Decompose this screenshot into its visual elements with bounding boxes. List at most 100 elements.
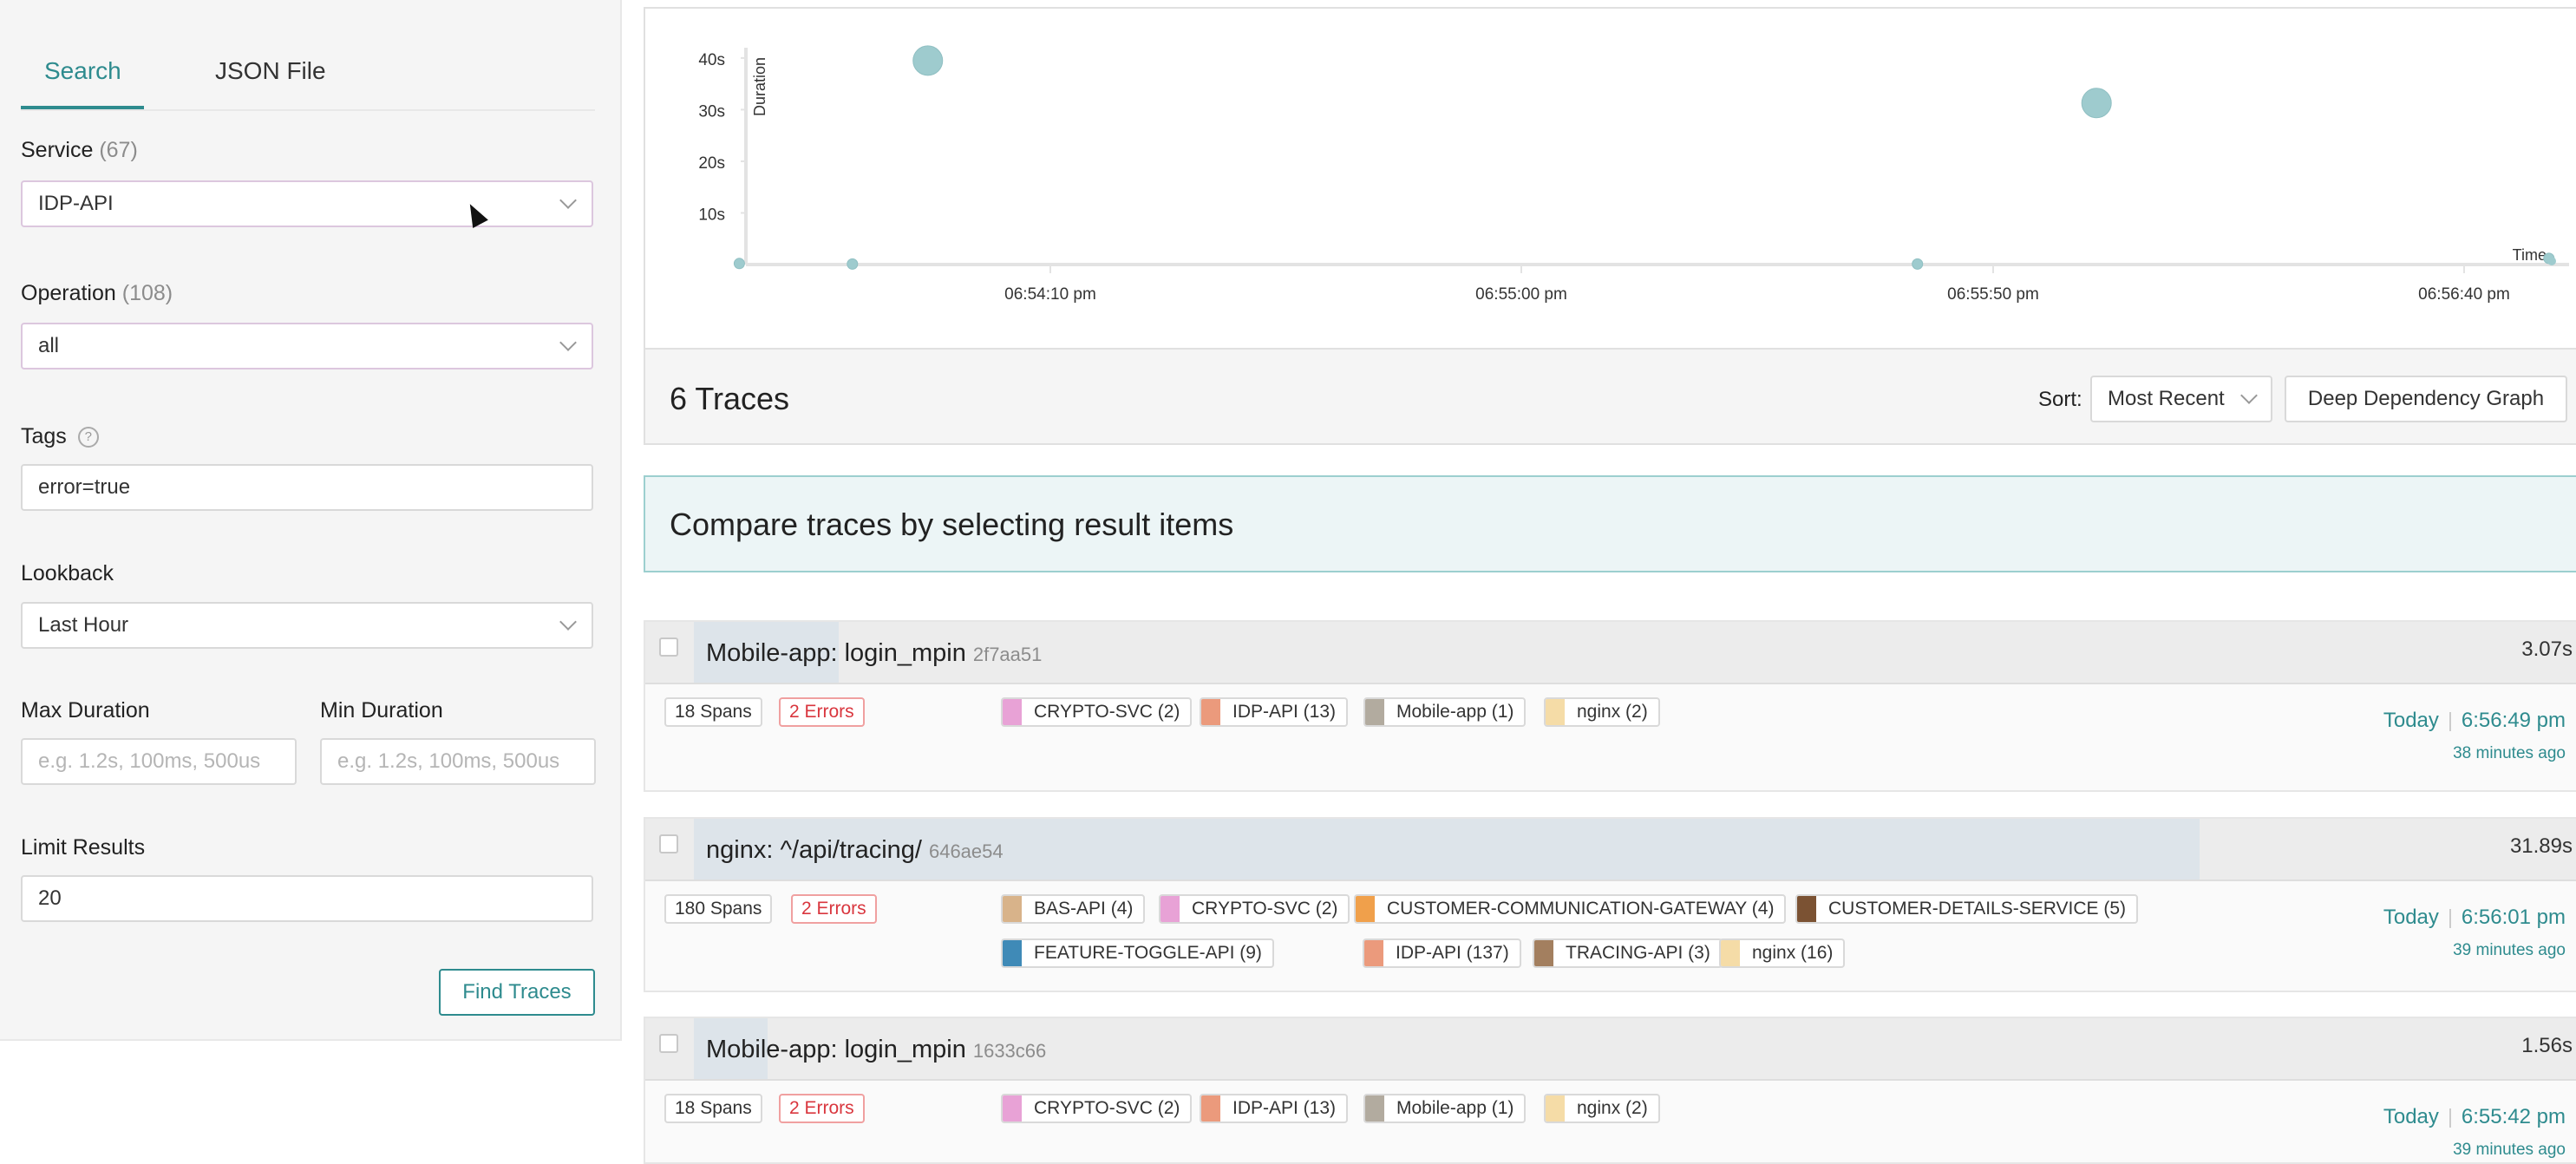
service-select[interactable]: IDP-API (21, 180, 593, 227)
compare-banner-text: Compare traces by selecting result items (670, 507, 1234, 542)
sort-label: Sort: (2038, 388, 2082, 411)
lookback-select[interactable]: Last Hour (21, 602, 593, 649)
trace-card-header[interactable]: Mobile-app: login_mpin 2f7aa51 3.07s (645, 622, 2576, 684)
find-traces-button[interactable]: Find Traces (439, 969, 595, 1016)
service-color-swatch (1003, 699, 1022, 725)
lookback-value: Last Hour (38, 613, 129, 637)
service-tag: Mobile-app (1) (1363, 1094, 1527, 1123)
service-color-swatch (1356, 896, 1375, 922)
max-duration-input[interactable]: e.g. 1.2s, 100ms, 500us (21, 738, 297, 785)
error-count-badge: 2 Errors (791, 894, 877, 924)
service-tag: CRYPTO-SVC (2) (1159, 894, 1350, 924)
service-color-swatch (1003, 1095, 1022, 1121)
trace-card[interactable]: Mobile-app: login_mpin 2f7aa51 3.07s 18 Spa… (644, 620, 2576, 792)
service-color-swatch (1546, 699, 1565, 725)
min-duration-input[interactable]: e.g. 1.2s, 100ms, 500us (320, 738, 596, 785)
service-color-swatch (1364, 940, 1383, 966)
max-duration-label: Max Duration (21, 698, 150, 723)
trace-relative-time: 38 minutes ago (2453, 744, 2566, 762)
sort-select[interactable]: Most Recent (2090, 376, 2272, 422)
service-color-swatch (1721, 940, 1740, 966)
compare-checkbox[interactable] (659, 1034, 678, 1053)
operation-select[interactable]: all (21, 323, 593, 369)
trace-id: 646ae54 (928, 840, 1004, 862)
service-tag: CUSTOMER-COMMUNICATION-GATEWAY (4) (1354, 894, 1787, 924)
trace-point (912, 45, 944, 76)
trace-point (847, 258, 859, 270)
trace-card[interactable]: nginx: ^/api/tracing/646ae54 31.89s 180 Sp… (644, 817, 2576, 992)
service-tag-label: CRYPTO-SVC (2) (1034, 702, 1180, 722)
service-tag-label: nginx (16) (1752, 943, 1834, 963)
error-count-badge: 2 Errors (779, 697, 865, 727)
trace-id: 1633c66 (972, 1040, 1047, 1062)
trace-time: 6:56:49 pm (2461, 709, 2566, 732)
chevron-down-icon (559, 192, 577, 209)
operation-label: Operation (108) (21, 281, 173, 306)
service-tag: nginx (16) (1719, 938, 1846, 968)
help-icon[interactable]: ? (77, 427, 99, 448)
y-tick-label: 40s (698, 51, 725, 69)
operation-value: all (38, 334, 60, 357)
deep-dependency-graph-button[interactable]: Deep Dependency Graph (2285, 376, 2567, 422)
service-tag-label: IDP-API (13) (1232, 702, 1337, 722)
trace-duration: 31.89s (2509, 834, 2573, 858)
trace-title[interactable]: nginx: ^/api/tracing/646ae54 (706, 836, 1004, 865)
tags-label: Tags ? (21, 424, 99, 449)
span-count-badge: 18 Spans (664, 697, 762, 727)
trace-name: Mobile-app: login_mpin (706, 639, 966, 667)
service-tag: IDP-API (13) (1200, 1094, 1349, 1123)
x-tick-label: 06:56:40 pm (2418, 285, 2510, 304)
trace-point (733, 258, 745, 270)
x-axis-title: Time (2513, 246, 2547, 264)
limit-results-input[interactable]: 20 (21, 875, 593, 922)
compare-checkbox[interactable] (659, 638, 678, 657)
trace-scatter-plot[interactable]: 40s 30s 20s 10s 06:54:10 pm 06:55:00 pm 06:55:… (644, 7, 2576, 350)
trace-card-header[interactable]: Mobile-app: login_mpin 1633c66 1.56s (645, 1018, 2576, 1081)
trace-card[interactable]: Mobile-app: login_mpin 1633c66 1.56s 18 Spa… (644, 1017, 2576, 1164)
service-tag-label: Mobile-app (1) (1396, 702, 1514, 722)
scatter-svg: 40s 30s 20s 10s 06:54:10 pm 06:55:00 pm 06:55:… (698, 45, 2569, 304)
service-tag: nginx (2) (1544, 1094, 1660, 1123)
error-count-badge: 2 Errors (779, 1094, 865, 1123)
trace-card-header[interactable]: nginx: ^/api/tracing/646ae54 31.89s (645, 819, 2576, 881)
results-area: 40s 30s 20s 10s 06:54:10 pm 06:55:00 pm 06:55:… (644, 0, 2576, 1164)
trace-start-time: Today 6:56:01 pm (2383, 906, 2566, 930)
chevron-down-icon (559, 334, 577, 351)
service-tag-label: nginx (2) (1577, 1098, 1648, 1118)
operation-label-text: Operation (21, 281, 116, 305)
service-tag: IDP-API (137) (1363, 938, 1521, 968)
service-tag-label: nginx (2) (1577, 702, 1648, 722)
trace-name: Mobile-app: login_mpin (706, 1036, 966, 1063)
service-tag: FEATURE-TOGGLE-API (9) (1001, 938, 1274, 968)
x-tick-label: 06:55:00 pm (1475, 285, 1567, 304)
service-tag: nginx (2) (1544, 697, 1660, 727)
span-count-badge: 18 Spans (664, 1094, 762, 1123)
trace-title[interactable]: Mobile-app: login_mpin 2f7aa51 (706, 639, 1042, 668)
trace-day: Today (2383, 1105, 2439, 1128)
compare-checkbox[interactable] (659, 834, 678, 853)
chevron-down-icon (2240, 387, 2258, 404)
trace-time: 6:56:01 pm (2461, 906, 2566, 929)
service-tag: BAS-API (4) (1001, 894, 1146, 924)
tags-label-text: Tags (21, 424, 67, 448)
service-tag: CRYPTO-SVC (2) (1001, 697, 1193, 727)
trace-title[interactable]: Mobile-app: login_mpin 1633c66 (706, 1036, 1046, 1064)
trace-name: nginx: ^/api/tracing/ (706, 836, 922, 864)
tab-search[interactable]: Search (44, 57, 121, 84)
operation-count: (108) (121, 281, 173, 305)
tab-json-file[interactable]: JSON File (215, 57, 326, 84)
service-tag-label: TRACING-API (3) (1566, 943, 1710, 963)
lookback-label: Lookback (21, 561, 114, 585)
tags-input[interactable]: error=true (21, 464, 593, 511)
trace-point (2547, 257, 2556, 265)
service-color-swatch (1003, 940, 1022, 966)
y-tick-label: 30s (698, 102, 725, 121)
service-tag-label: CRYPTO-SVC (2) (1034, 1098, 1180, 1118)
service-tag-label: Mobile-app (1) (1396, 1098, 1514, 1118)
sort-value: Most Recent (2108, 387, 2225, 410)
trace-time: 6:55:42 pm (2461, 1105, 2566, 1128)
service-tag: Mobile-app (1) (1363, 697, 1527, 727)
service-tag-label: BAS-API (4) (1034, 899, 1134, 919)
compare-banner: Compare traces by selecting result items (644, 475, 2576, 572)
chevron-down-icon (559, 613, 577, 631)
